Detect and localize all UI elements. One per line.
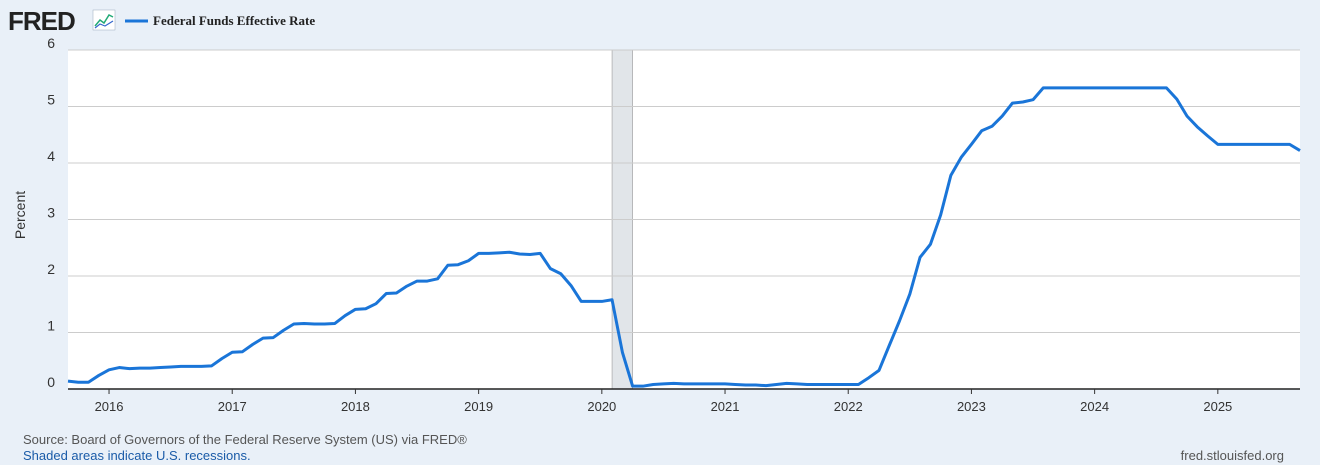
x-tick-label: 2022 xyxy=(834,399,863,414)
y-tick-label: 4 xyxy=(47,148,55,164)
x-tick-label: 2017 xyxy=(218,399,247,414)
y-tick-label: 0 xyxy=(47,374,55,390)
y-tick-label: 1 xyxy=(47,318,55,334)
recession-note: Shaded areas indicate U.S. recessions. xyxy=(23,448,251,463)
site: fred.stlouisfed.org xyxy=(1181,448,1284,463)
y-tick-label: 2 xyxy=(47,261,55,277)
x-tick-label: 2020 xyxy=(587,399,616,414)
y-tick-label: 3 xyxy=(47,205,55,221)
series-line xyxy=(67,86,1301,388)
x-tick-label: 2018 xyxy=(341,399,370,414)
x-tick-label: 2021 xyxy=(711,399,740,414)
y-axis-label: Percent xyxy=(12,191,28,239)
x-tick-label: 2023 xyxy=(957,399,986,414)
source: Source: Board of Governors of the Federa… xyxy=(23,432,467,447)
logo-icon xyxy=(92,9,116,31)
y-tick-label: 5 xyxy=(47,92,55,108)
x-tick-label: 2019 xyxy=(464,399,493,414)
x-tick-label: 2024 xyxy=(1080,399,1109,414)
y-tick-label: 6 xyxy=(47,35,55,51)
legend-label: Federal Funds Effective Rate xyxy=(153,13,315,28)
x-tick-label: 2025 xyxy=(1203,399,1232,414)
x-tick-label: 2016 xyxy=(95,399,124,414)
logo[interactable]: FRED xyxy=(8,6,76,36)
